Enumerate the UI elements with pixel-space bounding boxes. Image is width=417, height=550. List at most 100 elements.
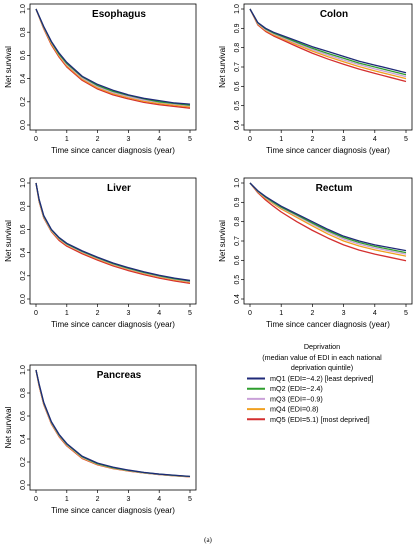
x-tick-label: 0: [248, 136, 252, 143]
legend-subtitle-line-2: deprivation quintile): [291, 363, 353, 372]
x-tick-label: 3: [342, 310, 346, 317]
x-tick-label: 3: [342, 136, 346, 143]
legend-item: mQ4 (EDI=0.8): [247, 405, 319, 414]
x-axis-label: Time since cancer diagnosis (year): [51, 146, 175, 155]
panel-pancreas: 0 1 2 3 4 5 0.0 0.2 0.4 0.6 0.8 1.0 Time since cance…: [4, 364, 197, 515]
y-tick-label: 0.6: [234, 255, 241, 265]
y-tick-label: 1.0: [20, 365, 27, 375]
y-tick-label: 0.7: [234, 62, 241, 72]
x-tick-label: 5: [188, 310, 192, 317]
x-tick-label: 5: [404, 310, 408, 317]
x-tick-label: 0: [248, 310, 252, 317]
y-tick-label: 0.9: [234, 197, 241, 207]
legend-items: mQ1 (EDI=−4.2) [least deprived]mQ2 (EDI=…: [247, 374, 373, 424]
y-tick-label: 0.6: [20, 50, 27, 60]
panel-title: Esophagus: [92, 9, 146, 20]
series-line-mq1: [35, 8, 191, 105]
x-tick-label: 1: [65, 496, 69, 503]
y-tick-label: 0.6: [20, 224, 27, 234]
y-axis-label: Net survival: [4, 406, 13, 448]
y-tick-label: 0.6: [20, 411, 27, 421]
y-tick-label: 1.0: [234, 4, 241, 14]
series-line-mq3: [35, 182, 191, 283]
panel-rectum: 0 1 2 3 4 5 0.4 0.5 0.6 0.7 0.8 0.9 1.0 Time since ca…: [218, 177, 413, 329]
y-tick-label: 0.0: [20, 294, 27, 304]
x-tick-label: 3: [126, 136, 130, 143]
plot-frame: [29, 177, 197, 305]
x-axis-label: Time since cancer diagnosis (year): [51, 506, 175, 515]
x-tick-label: 5: [188, 136, 192, 143]
y-tick-label: 0.8: [234, 43, 241, 53]
y-axis-label: Net survival: [218, 46, 227, 88]
x-tick-label: 4: [373, 136, 377, 143]
y-tick-label: 0.4: [234, 294, 241, 304]
y-tick-label: 0.5: [234, 275, 241, 285]
x-axis-label: Time since cancer diagnosis (year): [51, 320, 175, 329]
y-tick-label: 1.0: [20, 178, 27, 188]
panel-colon: 0 1 2 3 4 5 0.4 0.5 0.6 0.7 0.8 0.9 1.0 Time since ca…: [218, 3, 413, 155]
x-tick-label: 4: [373, 310, 377, 317]
series-line-mq4: [249, 8, 407, 80]
y-axis-label: Net survival: [4, 220, 13, 262]
x-tick-label: 2: [96, 310, 100, 317]
y-tick-label: 0.9: [234, 23, 241, 33]
y-tick-label: 0.2: [20, 97, 27, 107]
legend-label: mQ4 (EDI=0.8): [270, 405, 319, 414]
legend-item: mQ3 (EDI=−0.9): [247, 394, 323, 403]
y-axis-label: Net survival: [4, 46, 13, 88]
x-tick-label: 3: [126, 496, 130, 503]
series-line-mq5: [35, 369, 191, 478]
x-axis-label: Time since cancer diagnosis (year): [266, 146, 390, 155]
x-tick-label: 5: [188, 496, 192, 503]
legend-label: mQ3 (EDI=−0.9): [270, 394, 323, 403]
series-line-mq3: [249, 8, 407, 78]
series-line-mq5: [249, 8, 407, 83]
x-tick-label: 0: [34, 496, 38, 503]
x-tick-label: 5: [404, 136, 408, 143]
plot-frame: [29, 364, 197, 491]
x-tick-label: 0: [34, 136, 38, 143]
x-tick-label: 0: [34, 310, 38, 317]
y-tick-label: 0.0: [20, 480, 27, 490]
series-line-mq4: [35, 182, 191, 283]
legend-item: mQ2 (EDI=−2.4): [247, 384, 323, 393]
y-tick-label: 0.4: [20, 248, 27, 258]
legend-subtitle-line-1: (median value of EDI in each national: [262, 353, 382, 362]
y-tick-label: 0.7: [234, 236, 241, 246]
figure-caption: (a): [204, 536, 212, 544]
x-tick-label: 4: [157, 136, 161, 143]
plot-frame: [243, 177, 413, 305]
x-tick-label: 1: [279, 136, 283, 143]
y-tick-label: 0.5: [234, 101, 241, 111]
x-tick-label: 3: [126, 310, 130, 317]
y-tick-label: 0.8: [234, 217, 241, 227]
series-line-mq1: [249, 182, 407, 252]
legend-title: Deprivation: [304, 342, 340, 351]
legend: Deprivation (median value of EDI in each…: [247, 342, 382, 424]
y-axis-label: Net survival: [218, 220, 227, 262]
series-line-mq5: [35, 182, 191, 284]
panel-liver: 0 1 2 3 4 5 0.0 0.2 0.4 0.6 0.8 1.0 Time since cance…: [4, 177, 197, 329]
legend-label: mQ5 (EDI=5.1) [most deprived]: [270, 415, 370, 424]
series-line-mq1: [249, 8, 407, 74]
panel-title: Colon: [320, 9, 348, 20]
plot-frame: [29, 3, 197, 131]
series-line-mq3: [35, 369, 191, 478]
panels-group: 0 1 2 3 4 5 0.0 0.2 0.4 0.6 0.8 1.0 Time since cance…: [4, 3, 413, 515]
x-tick-label: 1: [65, 310, 69, 317]
y-tick-label: 0.0: [20, 120, 27, 130]
x-tick-label: 2: [96, 496, 100, 503]
x-axis-label: Time since cancer diagnosis (year): [266, 320, 390, 329]
y-tick-label: 0.2: [20, 457, 27, 467]
y-tick-label: 0.8: [20, 388, 27, 398]
y-tick-label: 1.0: [20, 4, 27, 14]
legend-label: mQ1 (EDI=−4.2) [least deprived]: [270, 374, 373, 383]
panel-esophagus: 0 1 2 3 4 5 0.0 0.2 0.4 0.6 0.8 1.0 Time since cance…: [4, 3, 197, 155]
x-tick-label: 4: [157, 310, 161, 317]
panel-title: Rectum: [316, 183, 353, 194]
panel-title: Liver: [107, 183, 131, 194]
y-tick-label: 0.8: [20, 27, 27, 37]
series-line-mq2: [35, 369, 191, 478]
x-tick-label: 1: [279, 310, 283, 317]
